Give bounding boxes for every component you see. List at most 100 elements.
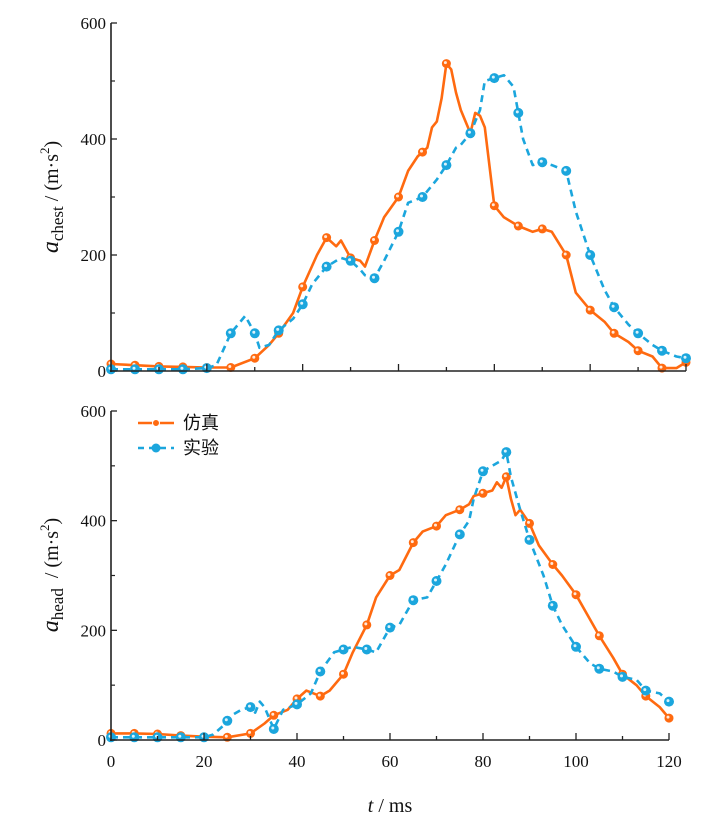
x-tick-label: 120	[656, 752, 682, 771]
chest-marker-highlight	[491, 75, 495, 79]
chest-simulation-line	[109, 62, 688, 370]
chest-marker-highlight	[276, 327, 280, 331]
legend: 仿真 实验	[138, 413, 219, 459]
head-marker-highlight	[317, 693, 321, 697]
head-marker-highlight	[666, 715, 670, 719]
chest-y-tick-label: 0	[98, 362, 107, 381]
legend-item-sim: 仿真	[138, 413, 219, 434]
x-tick-label: 60	[382, 752, 399, 771]
chest-marker-highlight	[348, 258, 352, 262]
x-tick-label: 0	[107, 752, 116, 771]
head-marker-highlight	[341, 647, 344, 650]
chest-marker-highlight	[228, 365, 232, 368]
chest-marker-highlight	[324, 235, 328, 239]
head-marker-highlight	[248, 704, 251, 708]
chest-marker-highlight	[372, 275, 375, 279]
head-marker-highlight	[503, 449, 507, 453]
x-tick-label: 100	[563, 752, 589, 771]
chest-experiment-line	[111, 73, 687, 371]
legend-exp-label: 实验	[183, 438, 219, 459]
chest-marker-highlight	[420, 149, 423, 153]
head-marker-highlight	[666, 699, 670, 703]
chest-marker-highlight	[324, 264, 328, 268]
chest-marker-highlight	[396, 229, 399, 233]
x-axis-label: t / ms	[368, 795, 413, 817]
legend-exp-swatch-marker	[151, 443, 161, 453]
head-marker-highlight	[387, 573, 391, 576]
chest-series-group	[106, 59, 691, 375]
chest-y-axis-label: achest / (m·s2)	[37, 141, 67, 253]
chest-marker-highlight	[300, 284, 304, 288]
head-marker-highlight	[271, 712, 275, 716]
head-experiment-line	[111, 450, 670, 739]
x-label-t: t	[368, 795, 374, 817]
head-marker-highlight	[573, 644, 577, 648]
head-marker-highlight	[596, 633, 600, 637]
chest-y-label-a: a	[38, 241, 64, 253]
chest-marker-highlight	[611, 330, 615, 334]
head-y-label-unit: / (m·s	[41, 531, 63, 588]
chest-marker-highlight	[587, 307, 591, 311]
chest-marker-highlight	[132, 366, 136, 370]
head-marker-highlight	[294, 696, 298, 700]
chest-marker-highlight	[467, 130, 471, 134]
legend-sim-label: 仿真	[183, 413, 219, 434]
head-marker-highlight	[643, 688, 647, 692]
chest-marker-highlight	[635, 330, 639, 334]
head-marker-highlight	[457, 507, 461, 511]
head-y-tick-label: 400	[81, 512, 107, 531]
chest-marker-highlight	[180, 366, 184, 370]
head-y-label-close: )	[41, 518, 63, 525]
chest-marker-highlight	[539, 226, 543, 230]
chest-marker-highlight	[659, 348, 663, 352]
head-marker-highlight	[596, 666, 600, 670]
head-marker-highlight	[224, 734, 228, 738]
head-marker-highlight	[178, 734, 182, 738]
head-marker-highlight	[131, 734, 135, 738]
legend-sim-swatch-marker	[152, 419, 160, 427]
chest-y-label-unit: / (m·s	[41, 154, 63, 206]
head-marker-highlight	[573, 592, 577, 596]
head-marker-highlight	[341, 671, 344, 675]
chest-y-tick-label: 400	[81, 130, 107, 149]
chest-axes: 0 200 400 600	[81, 14, 687, 381]
chest-marker-highlight	[587, 252, 591, 256]
head-marker-highlight	[410, 540, 414, 544]
head-axes: 0 200 400 600 0 20 40 60 80 100 120	[81, 402, 682, 771]
head-y-label-a: a	[38, 620, 64, 632]
head-marker-highlight	[434, 523, 437, 527]
legend-item-exp: 实验	[138, 438, 219, 459]
chest-marker-highlight	[420, 194, 423, 198]
head-marker-highlight	[620, 674, 623, 678]
head-marker-highlight	[480, 468, 484, 472]
chest-marker-highlight	[252, 355, 256, 359]
chest-marker-highlight	[443, 61, 447, 65]
head-series-group	[106, 447, 674, 743]
head-marker-highlight	[457, 531, 461, 535]
chest-marker-highlight	[539, 159, 543, 163]
head-marker-highlight	[410, 597, 414, 601]
chest-marker-highlight	[228, 330, 232, 334]
head-marker-highlight	[364, 622, 368, 626]
head-marker-highlight	[550, 562, 554, 565]
head-marker-highlight	[317, 669, 321, 672]
head-marker-highlight	[248, 730, 251, 734]
head-y-tick-label: 0	[98, 731, 107, 750]
head-marker-highlight	[527, 520, 530, 524]
head-marker-highlight	[387, 625, 391, 629]
head-marker-highlight	[503, 474, 507, 478]
chest-marker-highlight	[563, 252, 567, 256]
chest-marker-highlight	[563, 168, 567, 172]
head-y-label-sub: head	[48, 588, 67, 621]
chest-marker-highlight	[635, 348, 639, 352]
head-marker-highlight	[224, 718, 228, 722]
chest-marker-highlight	[659, 365, 663, 369]
head-marker-highlight	[364, 647, 368, 650]
head-y-label-sup: 2	[37, 524, 52, 531]
chest-y-label-sup: 2	[37, 148, 52, 155]
chest-marker-highlight	[515, 223, 519, 227]
head-marker-highlight	[434, 578, 437, 582]
chest-marker-highlight	[683, 355, 687, 359]
head-acceleration-panel: 0 200 400 600 0 20 40 60 80 100 120 ahead / (m·s2)…	[37, 402, 682, 771]
